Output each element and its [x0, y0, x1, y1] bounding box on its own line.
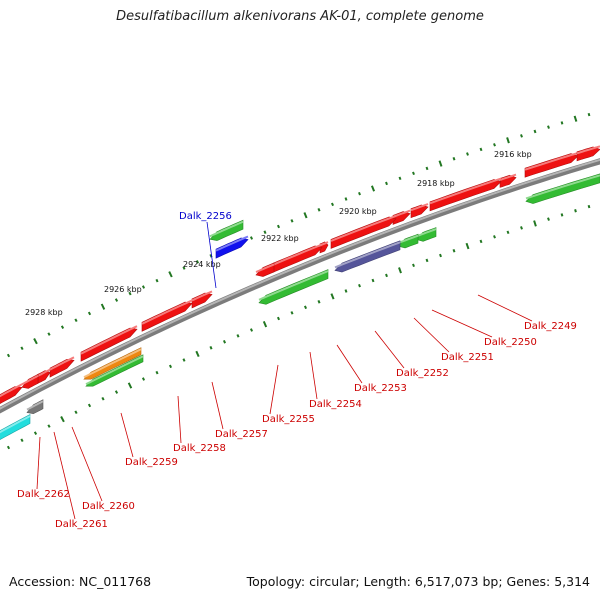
gene-arrow[interactable] — [141, 301, 193, 332]
gene-label[interactable]: Dalk_2255 — [262, 414, 315, 425]
gene-arrow[interactable] — [191, 292, 213, 309]
gene-arrow[interactable] — [0, 386, 23, 410]
gene-label[interactable]: Dalk_2252 — [396, 368, 449, 379]
gene-highlight — [576, 145, 600, 155]
label-leader-line — [120, 412, 134, 458]
gene-highlight — [0, 415, 31, 434]
gene-arrow[interactable] — [429, 179, 502, 212]
gene-highlight — [191, 290, 213, 302]
scale-label: 2920 kbp — [339, 207, 377, 216]
genome-summary: Topology: circular; Length: 6,517,073 bp… — [246, 574, 590, 589]
label-leader-line — [211, 381, 224, 430]
label-leader-line — [431, 309, 493, 338]
gene-highlight — [524, 152, 579, 171]
scale-label: 2926 kbp — [104, 285, 142, 294]
gene-highlight — [255, 263, 275, 273]
label-leader-line — [336, 344, 363, 384]
label-leader-line — [36, 436, 41, 490]
scale-ticks — [6, 112, 591, 450]
gene-highlight — [0, 383, 23, 398]
gene-arrow[interactable] — [330, 216, 397, 249]
gene-highlight — [410, 203, 429, 212]
gene-label[interactable]: Dalk_2250 — [484, 337, 537, 348]
gene-highlight — [37, 368, 51, 377]
scale-labels: 2916 kbp 2918 kbp 2920 kbp 2922 kbp 2924 kbp… — [25, 150, 532, 317]
gene-label-leaders — [36, 221, 533, 520]
label-leader-line — [309, 351, 318, 400]
gene-label[interactable]: Dalk_2249 — [524, 321, 577, 332]
gene-highlight — [80, 325, 138, 355]
gene-highlight — [525, 174, 600, 200]
gene-highlight — [499, 173, 517, 181]
gene-arrow[interactable] — [80, 327, 138, 362]
gene-label[interactable]: Dalk_2260 — [82, 501, 135, 512]
gene-label[interactable]: Dalk_2251 — [441, 352, 494, 363]
label-leader-line — [177, 395, 182, 444]
gene-highlight — [397, 234, 419, 245]
label-leader-line — [374, 330, 405, 369]
gene-highlight — [258, 270, 329, 301]
gene-arrow[interactable] — [524, 153, 579, 178]
gene-highlight — [272, 243, 323, 266]
gene-highlight — [49, 356, 75, 371]
gene-label[interactable]: Dalk_2253 — [354, 383, 407, 394]
gene-arrow[interactable] — [215, 237, 249, 259]
gene-label[interactable]: Dalk_2257 — [215, 429, 268, 440]
gene-highlight — [26, 400, 44, 411]
genome-backbone — [0, 158, 600, 414]
scale-label: 2924 kbp — [183, 260, 221, 269]
gene-highlight — [334, 241, 401, 269]
gene-highlight — [330, 214, 397, 242]
gene-labels: Dalk_2249 Dalk_2250 Dalk_2251 Dalk_2252 Dalk… — [17, 211, 577, 530]
label-leader-line — [206, 221, 217, 289]
gene-highlight — [415, 228, 437, 238]
scale-label: 2916 kbp — [494, 150, 532, 159]
label-leader-line — [269, 364, 279, 415]
gene-arrow[interactable] — [576, 146, 600, 162]
gene-highlight — [429, 177, 502, 205]
gene-features — [0, 145, 600, 440]
label-leader-line — [413, 317, 450, 353]
gene-label[interactable]: Dalk_2254 — [309, 399, 362, 410]
gene-highlight — [141, 299, 193, 325]
gene-arrow[interactable] — [49, 358, 75, 378]
gene-label[interactable]: Dalk_2262 — [17, 489, 70, 500]
gene-highlight — [21, 374, 39, 386]
map-title: Desulfatibacillum alkenivorans AK-01, co… — [116, 9, 484, 24]
label-leader-line — [71, 426, 103, 502]
label-leader-line — [53, 431, 76, 520]
scale-label: 2922 kbp — [261, 234, 299, 243]
gene-label[interactable]: Dalk_2258 — [173, 443, 226, 454]
gene-label[interactable]: Dalk_2256 — [179, 211, 232, 222]
accession-text: Accession: NC_011768 — [9, 574, 152, 589]
gene-highlight — [209, 220, 244, 238]
gene-highlight — [83, 348, 142, 379]
gene-label[interactable]: Dalk_2259 — [125, 457, 178, 468]
gene-label[interactable]: Dalk_2261 — [55, 519, 108, 530]
gene-highlight — [215, 235, 249, 252]
scale-label: 2918 kbp — [417, 179, 455, 188]
gene-arrow[interactable] — [272, 245, 323, 273]
label-leader-line — [477, 294, 533, 322]
scale-label: 2928 kbp — [25, 308, 63, 317]
gene-highlight — [85, 355, 144, 386]
